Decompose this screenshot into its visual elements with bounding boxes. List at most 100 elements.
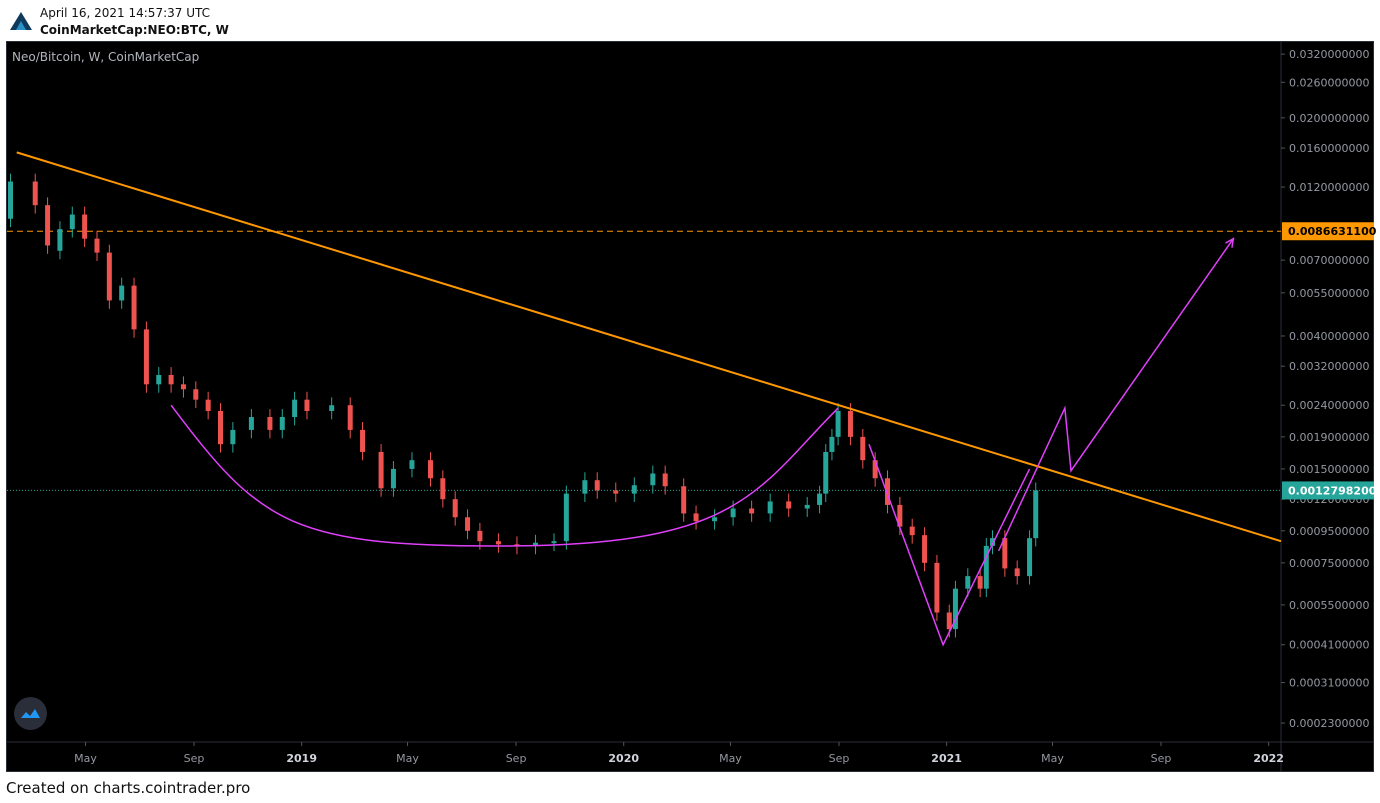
candle — [69, 214, 75, 230]
y-tick-label: 0.0070000000 — [1289, 254, 1369, 267]
candle — [156, 374, 162, 385]
x-tick-label: 2021 — [931, 752, 962, 765]
y-tick-label: 0.0055000000 — [1289, 287, 1369, 300]
y-tick-label: 0.0005500000 — [1289, 599, 1369, 612]
candle — [106, 252, 112, 301]
candle — [440, 478, 446, 500]
candle — [594, 480, 600, 491]
x-tick-label: Sep — [829, 752, 850, 765]
candle — [143, 329, 149, 385]
x-tick-label: 2022 — [1253, 752, 1284, 765]
candle — [193, 389, 199, 400]
candle — [180, 384, 186, 390]
y-tick-label: 0.0032000000 — [1289, 360, 1369, 373]
cointrader-logo-icon — [10, 12, 32, 30]
candle — [804, 504, 810, 509]
candle — [829, 436, 835, 452]
y-tick-label: 0.0004100000 — [1289, 639, 1369, 652]
candle — [730, 508, 736, 518]
y-tick-label: 0.0040000000 — [1289, 330, 1369, 343]
symbol-label: CoinMarketCap:NEO:BTC, W — [40, 23, 229, 37]
x-tick-label: Sep — [506, 752, 527, 765]
y-tick-label: 0.0003100000 — [1289, 677, 1369, 690]
candle — [662, 473, 668, 487]
candle — [872, 460, 878, 479]
tradingview-badge-icon[interactable] — [14, 697, 47, 730]
candle — [378, 451, 384, 489]
candle — [427, 460, 433, 479]
current-price-tag — [1282, 481, 1374, 500]
rounded-bottom-arc — [170, 404, 839, 547]
candle — [989, 538, 995, 546]
y-tick-label: 0.0007500000 — [1289, 557, 1369, 570]
descending-trendline — [16, 151, 1282, 543]
created-on-label: Created on charts.cointrader.pro — [6, 779, 251, 797]
v-pattern — [868, 443, 1031, 647]
candle — [712, 517, 718, 522]
candle — [847, 410, 853, 437]
candle — [218, 410, 224, 445]
y-tick-label: 0.0200000000 — [1289, 112, 1369, 125]
y-tick-label: 0.0260000000 — [1289, 76, 1369, 89]
candle — [230, 429, 236, 445]
y-tick-label: 0.0015000000 — [1289, 463, 1369, 476]
y-tick-label: 0.0002300000 — [1289, 717, 1369, 730]
y-tick-label: 0.0120000000 — [1289, 181, 1369, 194]
candle — [45, 205, 51, 246]
candle — [390, 468, 396, 489]
candle — [650, 473, 656, 486]
projection-arrowhead — [1225, 237, 1235, 248]
candle — [934, 562, 940, 613]
x-tick-label: May — [719, 752, 742, 765]
candle — [347, 405, 353, 430]
y-tick-label: 0.0019000000 — [1289, 431, 1369, 444]
projection-path — [997, 238, 1234, 552]
x-tick-label: May — [396, 752, 419, 765]
x-tick-label: May — [74, 752, 97, 765]
level-price-label: 0.0086631100 — [1288, 225, 1377, 238]
candle — [749, 508, 755, 514]
candle — [860, 436, 866, 461]
candle — [977, 576, 983, 589]
x-tick-label: Sep — [1151, 752, 1172, 765]
level-price-tag — [1282, 222, 1374, 241]
header: April 16, 2021 14:57:37 UTC CoinMarketCa… — [0, 0, 1380, 42]
candle — [952, 588, 958, 630]
x-tick-label: 2020 — [608, 752, 639, 765]
candle — [57, 229, 63, 251]
candle — [292, 399, 298, 418]
candle — [82, 214, 88, 239]
candle — [304, 399, 310, 411]
candle — [248, 417, 254, 430]
candle — [983, 545, 989, 589]
y-tick-label: 0.0320000000 — [1289, 48, 1369, 61]
candle — [409, 460, 415, 469]
candle — [465, 517, 471, 531]
candle — [767, 501, 773, 514]
candle — [613, 490, 619, 494]
candle — [131, 285, 137, 330]
candle — [582, 480, 588, 494]
candle — [329, 405, 335, 411]
candle — [1002, 538, 1008, 569]
candle — [909, 526, 915, 536]
candle — [897, 504, 903, 527]
snapshot-date: April 16, 2021 14:57:37 UTC — [40, 6, 210, 20]
candle — [8, 181, 14, 219]
x-tick-label: May — [1041, 752, 1064, 765]
candle — [681, 486, 687, 514]
candle — [563, 493, 569, 542]
candle — [1027, 538, 1033, 577]
candle — [551, 541, 557, 544]
candle — [823, 451, 829, 494]
candle — [532, 542, 538, 546]
chart-frame[interactable] — [6, 41, 1374, 772]
y-tick-label: 0.0024000000 — [1289, 399, 1369, 412]
candle — [693, 513, 699, 522]
candle — [279, 417, 285, 430]
candle — [1014, 568, 1020, 577]
x-tick-label: 2019 — [286, 752, 317, 765]
current-price-label: 0.0012798200 — [1288, 484, 1377, 497]
x-tick-label: Sep — [184, 752, 205, 765]
